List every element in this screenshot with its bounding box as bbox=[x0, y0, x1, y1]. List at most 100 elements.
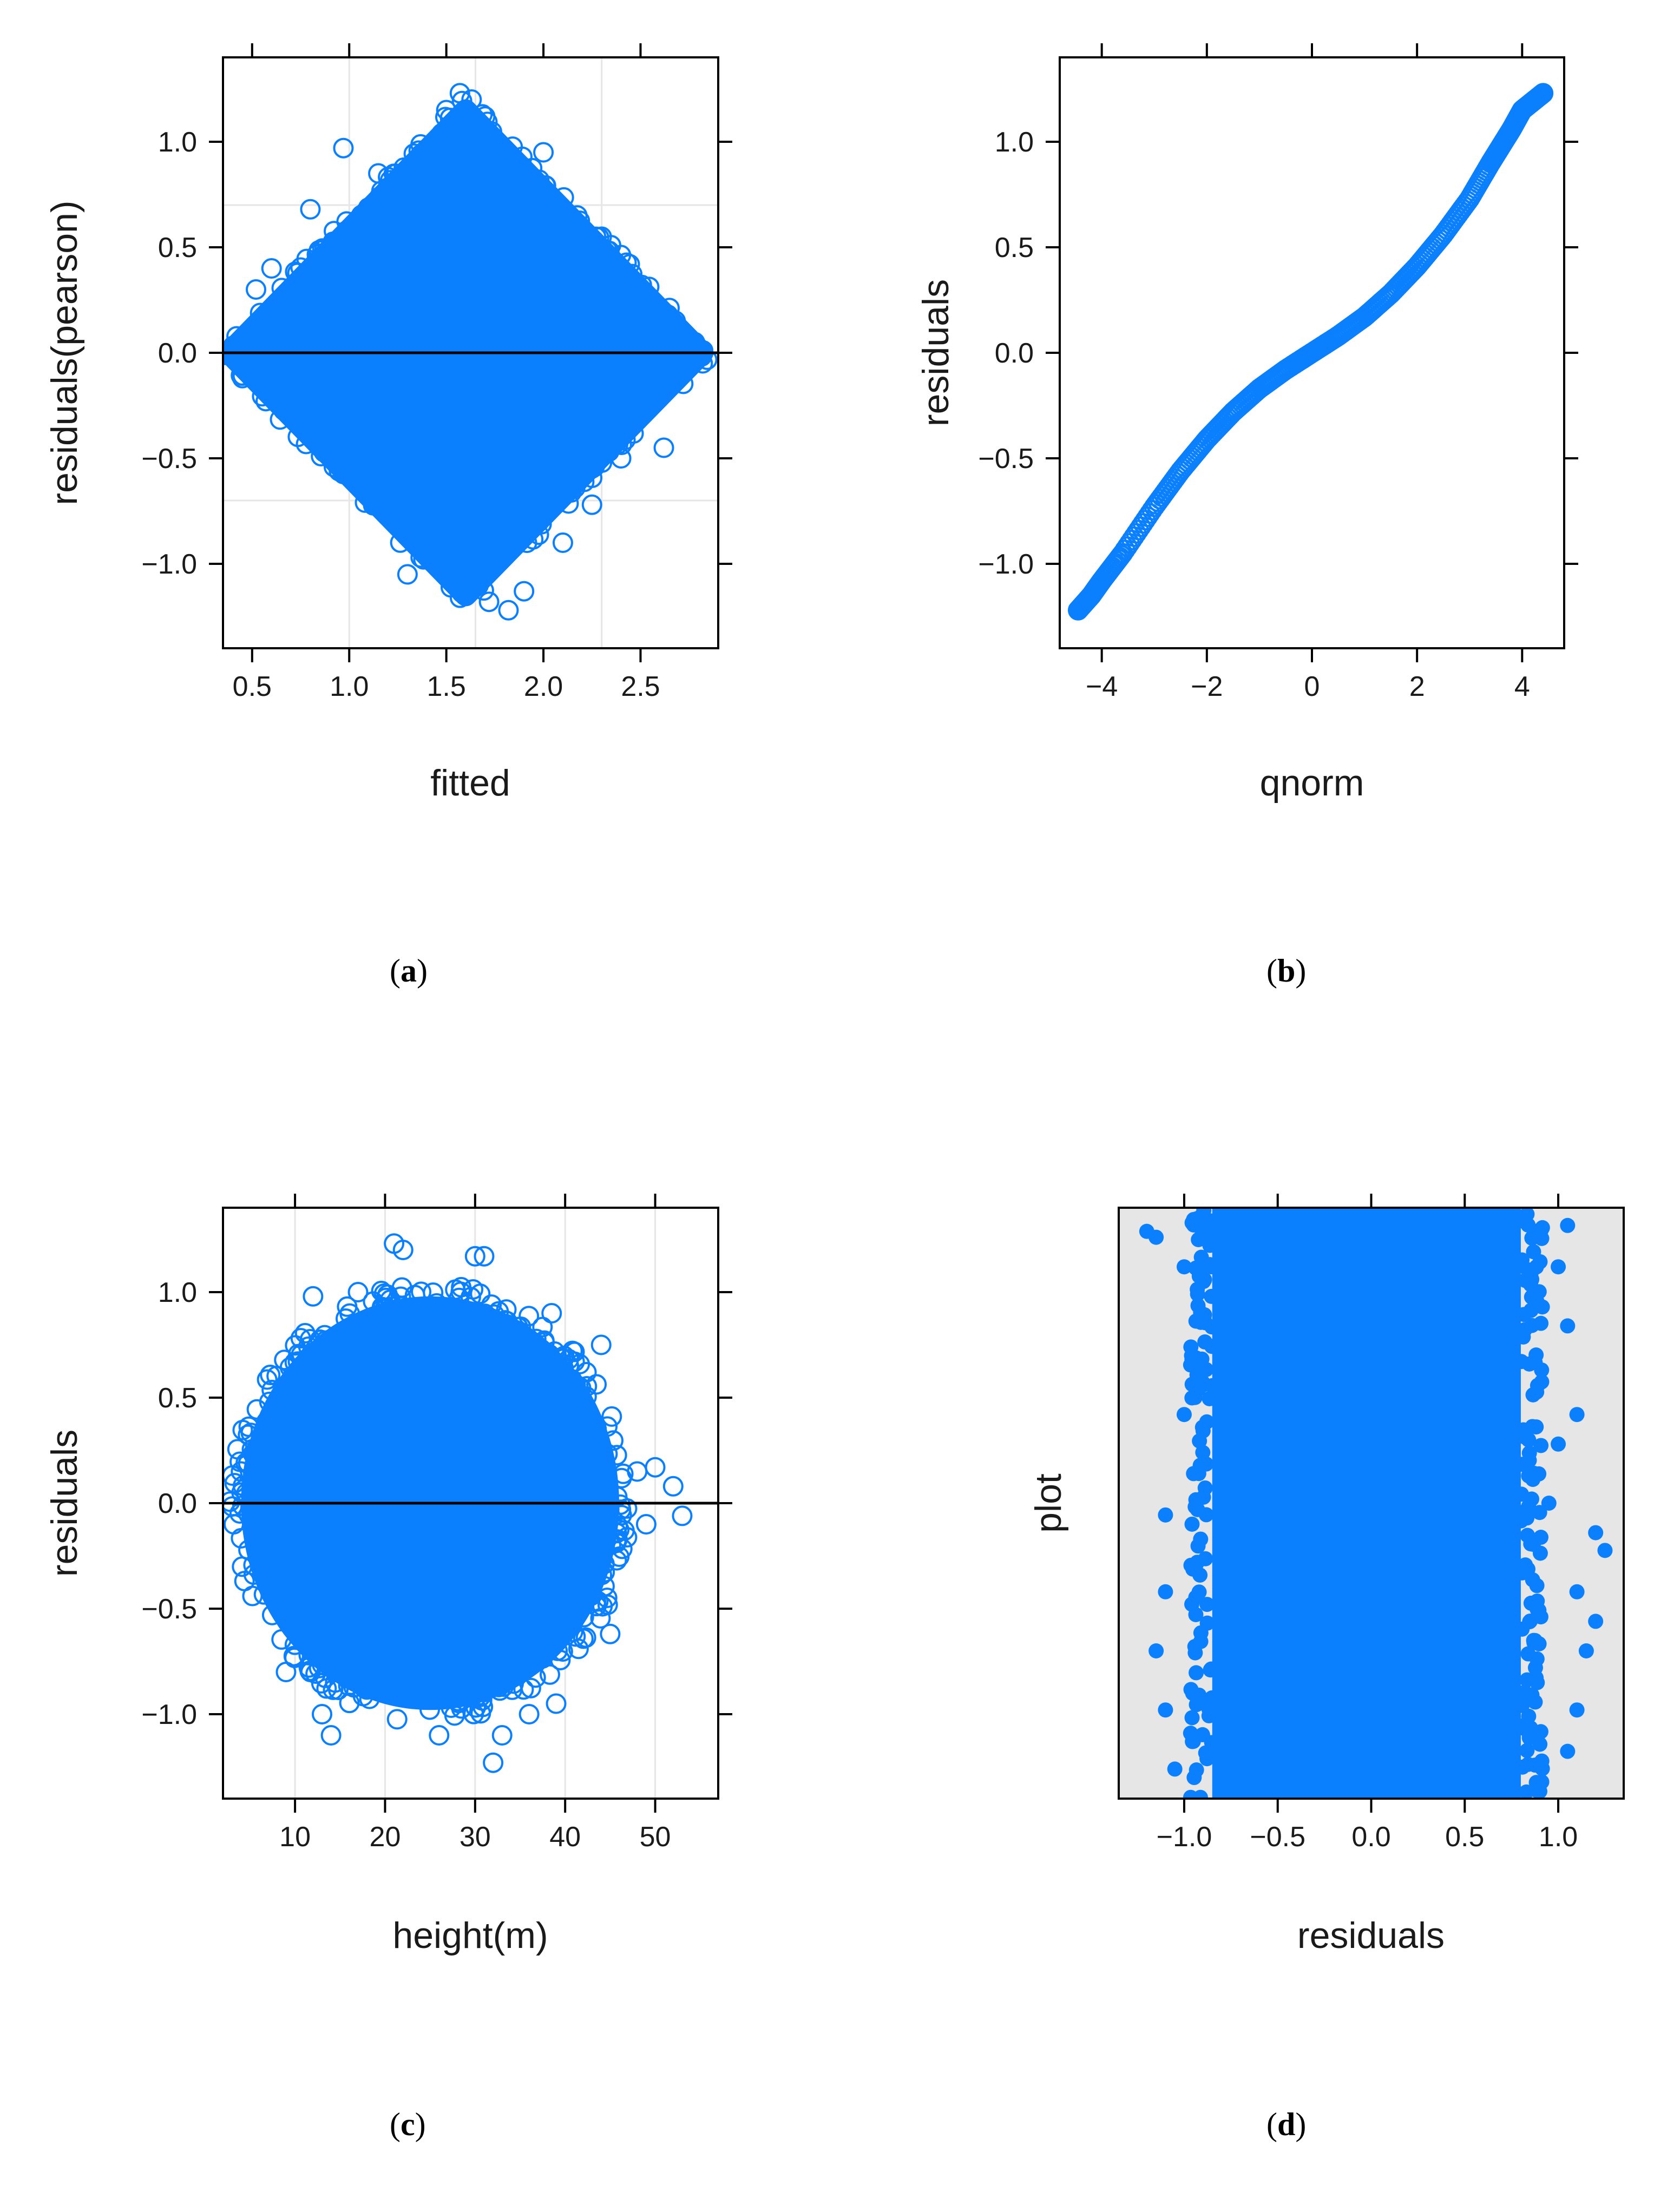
panel-a-xtick-label: 1.0 bbox=[330, 671, 369, 702]
panel-c-point bbox=[223, 1514, 244, 1535]
panel-a-point bbox=[514, 581, 535, 602]
panel-d-point bbox=[1519, 1784, 1534, 1799]
panel-a-point bbox=[448, 114, 469, 135]
panel-d-point bbox=[1199, 1615, 1215, 1631]
panel-c-point bbox=[635, 1514, 657, 1535]
panel-c-point bbox=[242, 1585, 263, 1607]
panel-a-point bbox=[223, 344, 235, 365]
panel-c-xtick-label: 30 bbox=[460, 1821, 491, 1853]
panel-c-point bbox=[586, 1374, 607, 1395]
panel-a-point bbox=[619, 254, 640, 275]
panel-d-point bbox=[1521, 1499, 1537, 1515]
panel-d-point bbox=[1533, 1724, 1548, 1740]
panel-d-point bbox=[1515, 1329, 1531, 1345]
panel-c-point bbox=[300, 1329, 321, 1350]
panel-d-point bbox=[1526, 1465, 1542, 1481]
panel-d-point bbox=[1184, 1516, 1200, 1532]
panel-a-point bbox=[553, 187, 574, 208]
panel-a-point bbox=[358, 474, 379, 495]
panel-d-point bbox=[1187, 1499, 1203, 1515]
panel-c-ytick-label: 1.0 bbox=[158, 1277, 197, 1308]
panel-d-point bbox=[1158, 1702, 1173, 1718]
panel-c-point bbox=[347, 1318, 368, 1339]
panel-c-point bbox=[260, 1365, 281, 1386]
panel-c-point bbox=[298, 1644, 319, 1665]
panel-b-xtick-label: 0 bbox=[1304, 671, 1320, 702]
panel-c-point bbox=[606, 1532, 627, 1553]
panel-c-point bbox=[587, 1430, 608, 1451]
panel-a-point bbox=[226, 326, 247, 347]
panel-a-axes: 0.5 1.0 1.5 2.0 2.5 −1.0 −0.5 0.0 0.5 1.0 bbox=[141, 43, 732, 702]
panel-a-point bbox=[513, 157, 534, 179]
panel-c-point bbox=[323, 1679, 344, 1700]
panel-c-point bbox=[415, 1684, 436, 1706]
panel-d-point bbox=[1588, 1614, 1604, 1629]
panel-a-point bbox=[598, 255, 619, 276]
panel-c-ylabel: residuals bbox=[44, 1430, 85, 1577]
panel-c-point bbox=[259, 1391, 280, 1412]
panel-c-point bbox=[539, 1664, 560, 1685]
panel-c-point bbox=[470, 1703, 491, 1724]
panel-d-point bbox=[1203, 1661, 1219, 1677]
caption-c-open: ( bbox=[390, 2106, 401, 2142]
panel-a-ytick-label: −0.5 bbox=[141, 443, 197, 475]
panel-d-point bbox=[1186, 1770, 1202, 1786]
panel-d-point bbox=[1187, 1390, 1203, 1405]
panel-c-point bbox=[601, 1406, 622, 1427]
panel-c-point bbox=[411, 1281, 432, 1302]
panel-a-point bbox=[403, 143, 424, 164]
panel-c-point bbox=[284, 1634, 305, 1655]
caption-c-close: ) bbox=[415, 2106, 426, 2142]
panel-c-xtick-label: 40 bbox=[549, 1821, 581, 1853]
panel-a-point bbox=[343, 454, 364, 475]
panel-c-point bbox=[609, 1546, 630, 1567]
panel-d-point bbox=[1529, 1651, 1545, 1667]
panel-d-point bbox=[1158, 1584, 1173, 1599]
panel-d-point bbox=[1148, 1229, 1164, 1245]
panel-a-point bbox=[255, 391, 277, 412]
panel-d-point bbox=[1190, 1555, 1205, 1570]
panel-a-point bbox=[308, 259, 329, 280]
panel-d-point bbox=[1183, 1789, 1198, 1799]
panel-a-xtick-label: 1.5 bbox=[426, 671, 465, 702]
panel-a-point bbox=[451, 582, 472, 603]
panel-c-point bbox=[586, 1419, 607, 1440]
panel-b-ytick-label: −0.5 bbox=[978, 443, 1034, 475]
caption-b-close: ) bbox=[1295, 953, 1307, 989]
caption-a-close: ) bbox=[416, 953, 428, 989]
panel-a-xtick-label: 0.5 bbox=[233, 671, 272, 702]
panel-a-point bbox=[300, 199, 321, 220]
panel-b-axes: −4 −2 0 2 4 −1.0 −0.5 0.0 0.5 1.0 bbox=[978, 43, 1578, 702]
panel-a-point bbox=[443, 566, 464, 587]
panel-c-point bbox=[312, 1704, 332, 1724]
panel-d-point bbox=[1201, 1701, 1217, 1717]
panel-a-point bbox=[296, 433, 317, 455]
panel-d-point bbox=[1525, 1387, 1541, 1403]
panel-d-point bbox=[1186, 1466, 1202, 1482]
panel-c-point bbox=[261, 1379, 283, 1400]
panel-d-data bbox=[1139, 1208, 1613, 1799]
panel-a-point bbox=[484, 130, 505, 151]
panel-a-point bbox=[424, 136, 445, 157]
panel-c-point bbox=[271, 1629, 292, 1650]
panel-d-point bbox=[1518, 1430, 1533, 1445]
panel-a-point bbox=[549, 197, 570, 218]
panel-d-point bbox=[1186, 1212, 1202, 1227]
caption-a: (a) bbox=[390, 952, 428, 990]
panel-c-point bbox=[263, 1401, 284, 1422]
panel-c-point bbox=[565, 1374, 586, 1395]
caption-c: (c) bbox=[390, 2106, 426, 2143]
panel-a-point bbox=[368, 163, 389, 184]
panel-d-point bbox=[1185, 1686, 1200, 1701]
panel-a-point bbox=[498, 600, 519, 621]
panel-a-point bbox=[501, 147, 522, 168]
panel-d-point bbox=[1197, 1334, 1213, 1350]
panel-c-point bbox=[253, 1584, 274, 1605]
panel-a-point bbox=[641, 392, 662, 413]
panel-a-point bbox=[335, 225, 356, 246]
panel-c-point bbox=[493, 1676, 514, 1697]
panel-a-point bbox=[582, 468, 603, 489]
panel-a-xlabel: fitted bbox=[430, 762, 510, 804]
panel-b-xtick-label: 2 bbox=[1409, 671, 1425, 702]
panel-d-point bbox=[1551, 1436, 1566, 1452]
